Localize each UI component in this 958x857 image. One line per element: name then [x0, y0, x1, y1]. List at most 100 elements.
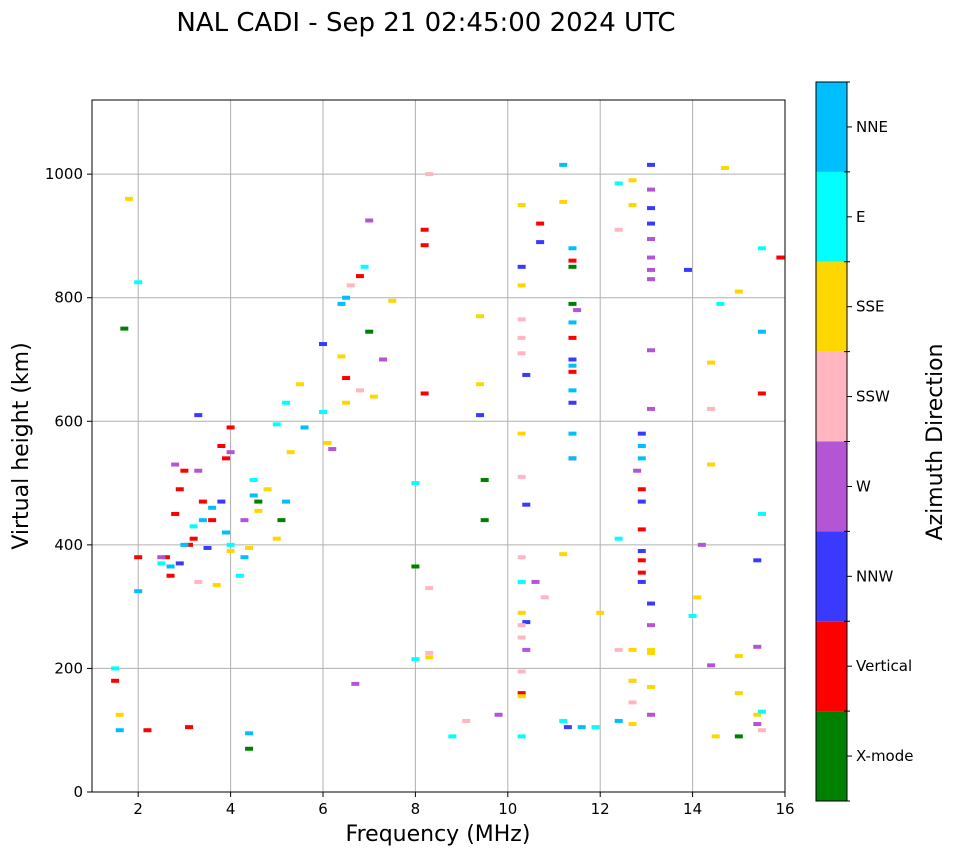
data-marks — [111, 162, 785, 751]
echo-point — [226, 542, 235, 547]
echo-point — [559, 162, 568, 167]
echo-point — [568, 264, 577, 269]
y-axis-label: Virtual height (km) — [9, 342, 34, 549]
x-tick-label: 14 — [683, 800, 702, 818]
series-ssw — [194, 172, 766, 733]
echo-point — [517, 474, 526, 479]
echo-point — [647, 237, 656, 242]
echo-point — [517, 283, 526, 288]
chart-title: NAL CADI - Sep 21 02:45:00 2024 UTC — [176, 8, 675, 38]
plot-border — [91, 99, 786, 793]
echo-point — [688, 613, 697, 618]
echo-point — [693, 595, 702, 600]
echo-point — [711, 734, 720, 739]
echo-point — [591, 725, 600, 730]
echo-point — [647, 406, 656, 411]
echo-point — [221, 456, 230, 461]
echo-point — [757, 728, 766, 733]
echo-point — [614, 718, 623, 723]
echo-point — [734, 691, 743, 696]
echo-point — [360, 264, 369, 269]
echo-point — [776, 255, 785, 260]
echo-point — [637, 549, 646, 554]
echo-point — [716, 301, 725, 306]
echo-point — [425, 172, 434, 177]
echo-point — [707, 462, 716, 467]
echo-point — [342, 400, 351, 405]
series-vertical — [111, 221, 785, 733]
series-e — [111, 181, 766, 739]
echo-point — [568, 400, 577, 405]
echo-point — [753, 712, 762, 717]
echo-point — [194, 468, 203, 473]
echo-point — [628, 647, 637, 652]
echo-point — [323, 440, 332, 445]
echo-point — [647, 623, 656, 628]
echo-point — [633, 468, 642, 473]
echo-point — [480, 518, 489, 523]
echo-point — [115, 728, 124, 733]
y-tick-label: 0 — [73, 783, 83, 801]
echo-point — [217, 444, 226, 448]
colorbar-label: Azimuth Direction — [923, 343, 948, 540]
echo-point — [286, 450, 295, 455]
echo-point — [647, 267, 656, 272]
echo-point — [175, 561, 184, 566]
echo-point — [753, 722, 762, 727]
echo-point — [568, 456, 577, 461]
echo-point — [337, 301, 346, 306]
echo-point — [753, 644, 762, 649]
echo-point — [420, 391, 429, 396]
echo-point — [245, 746, 254, 751]
echo-point — [647, 601, 656, 606]
echo-point — [637, 444, 646, 448]
echo-point — [476, 314, 485, 319]
echo-point — [295, 382, 304, 387]
echo-point — [536, 221, 545, 226]
echo-point — [249, 477, 258, 482]
echo-point — [757, 511, 766, 516]
echo-point — [342, 376, 351, 381]
echo-point — [559, 552, 568, 557]
echo-point — [221, 530, 230, 535]
echo-point — [476, 413, 485, 418]
echo-point — [568, 335, 577, 340]
x-axis-ticks: 2 4 6 8 10 12 14 16 — [133, 792, 795, 818]
colorbar-tick-label: W — [856, 477, 871, 495]
echo-point — [757, 246, 766, 251]
echo-point — [647, 255, 656, 260]
echo-point — [568, 258, 577, 263]
echo-point — [614, 227, 623, 232]
echo-point — [319, 410, 327, 415]
echo-point — [245, 545, 254, 550]
echo-point — [707, 406, 716, 411]
echo-point — [171, 511, 180, 516]
echo-point — [517, 351, 526, 356]
echo-point — [263, 487, 272, 492]
echo-point — [517, 335, 526, 340]
colorbar: X-mode Vertical NNW W SSW SSE E NNE — [815, 81, 913, 802]
echo-point — [379, 357, 388, 362]
echo-point — [637, 456, 646, 461]
echo-point — [522, 372, 531, 377]
echo-point — [157, 555, 166, 560]
echo-point — [536, 240, 545, 245]
echo-point — [522, 647, 531, 652]
echo-point — [614, 647, 623, 652]
echo-point — [161, 555, 170, 560]
echo-point — [143, 728, 152, 733]
echo-point — [494, 712, 503, 717]
echo-point — [185, 725, 194, 730]
echo-point — [277, 518, 286, 523]
echo-point — [189, 524, 198, 529]
echo-point — [647, 684, 656, 689]
echo-point — [425, 655, 434, 660]
echo-point — [425, 650, 434, 655]
echo-point — [647, 221, 656, 226]
echo-point — [240, 555, 249, 560]
echo-point — [647, 650, 656, 655]
echo-point — [319, 342, 327, 347]
x-tick-label: 4 — [226, 800, 236, 818]
echo-point — [757, 391, 766, 396]
echo-point — [647, 348, 656, 353]
